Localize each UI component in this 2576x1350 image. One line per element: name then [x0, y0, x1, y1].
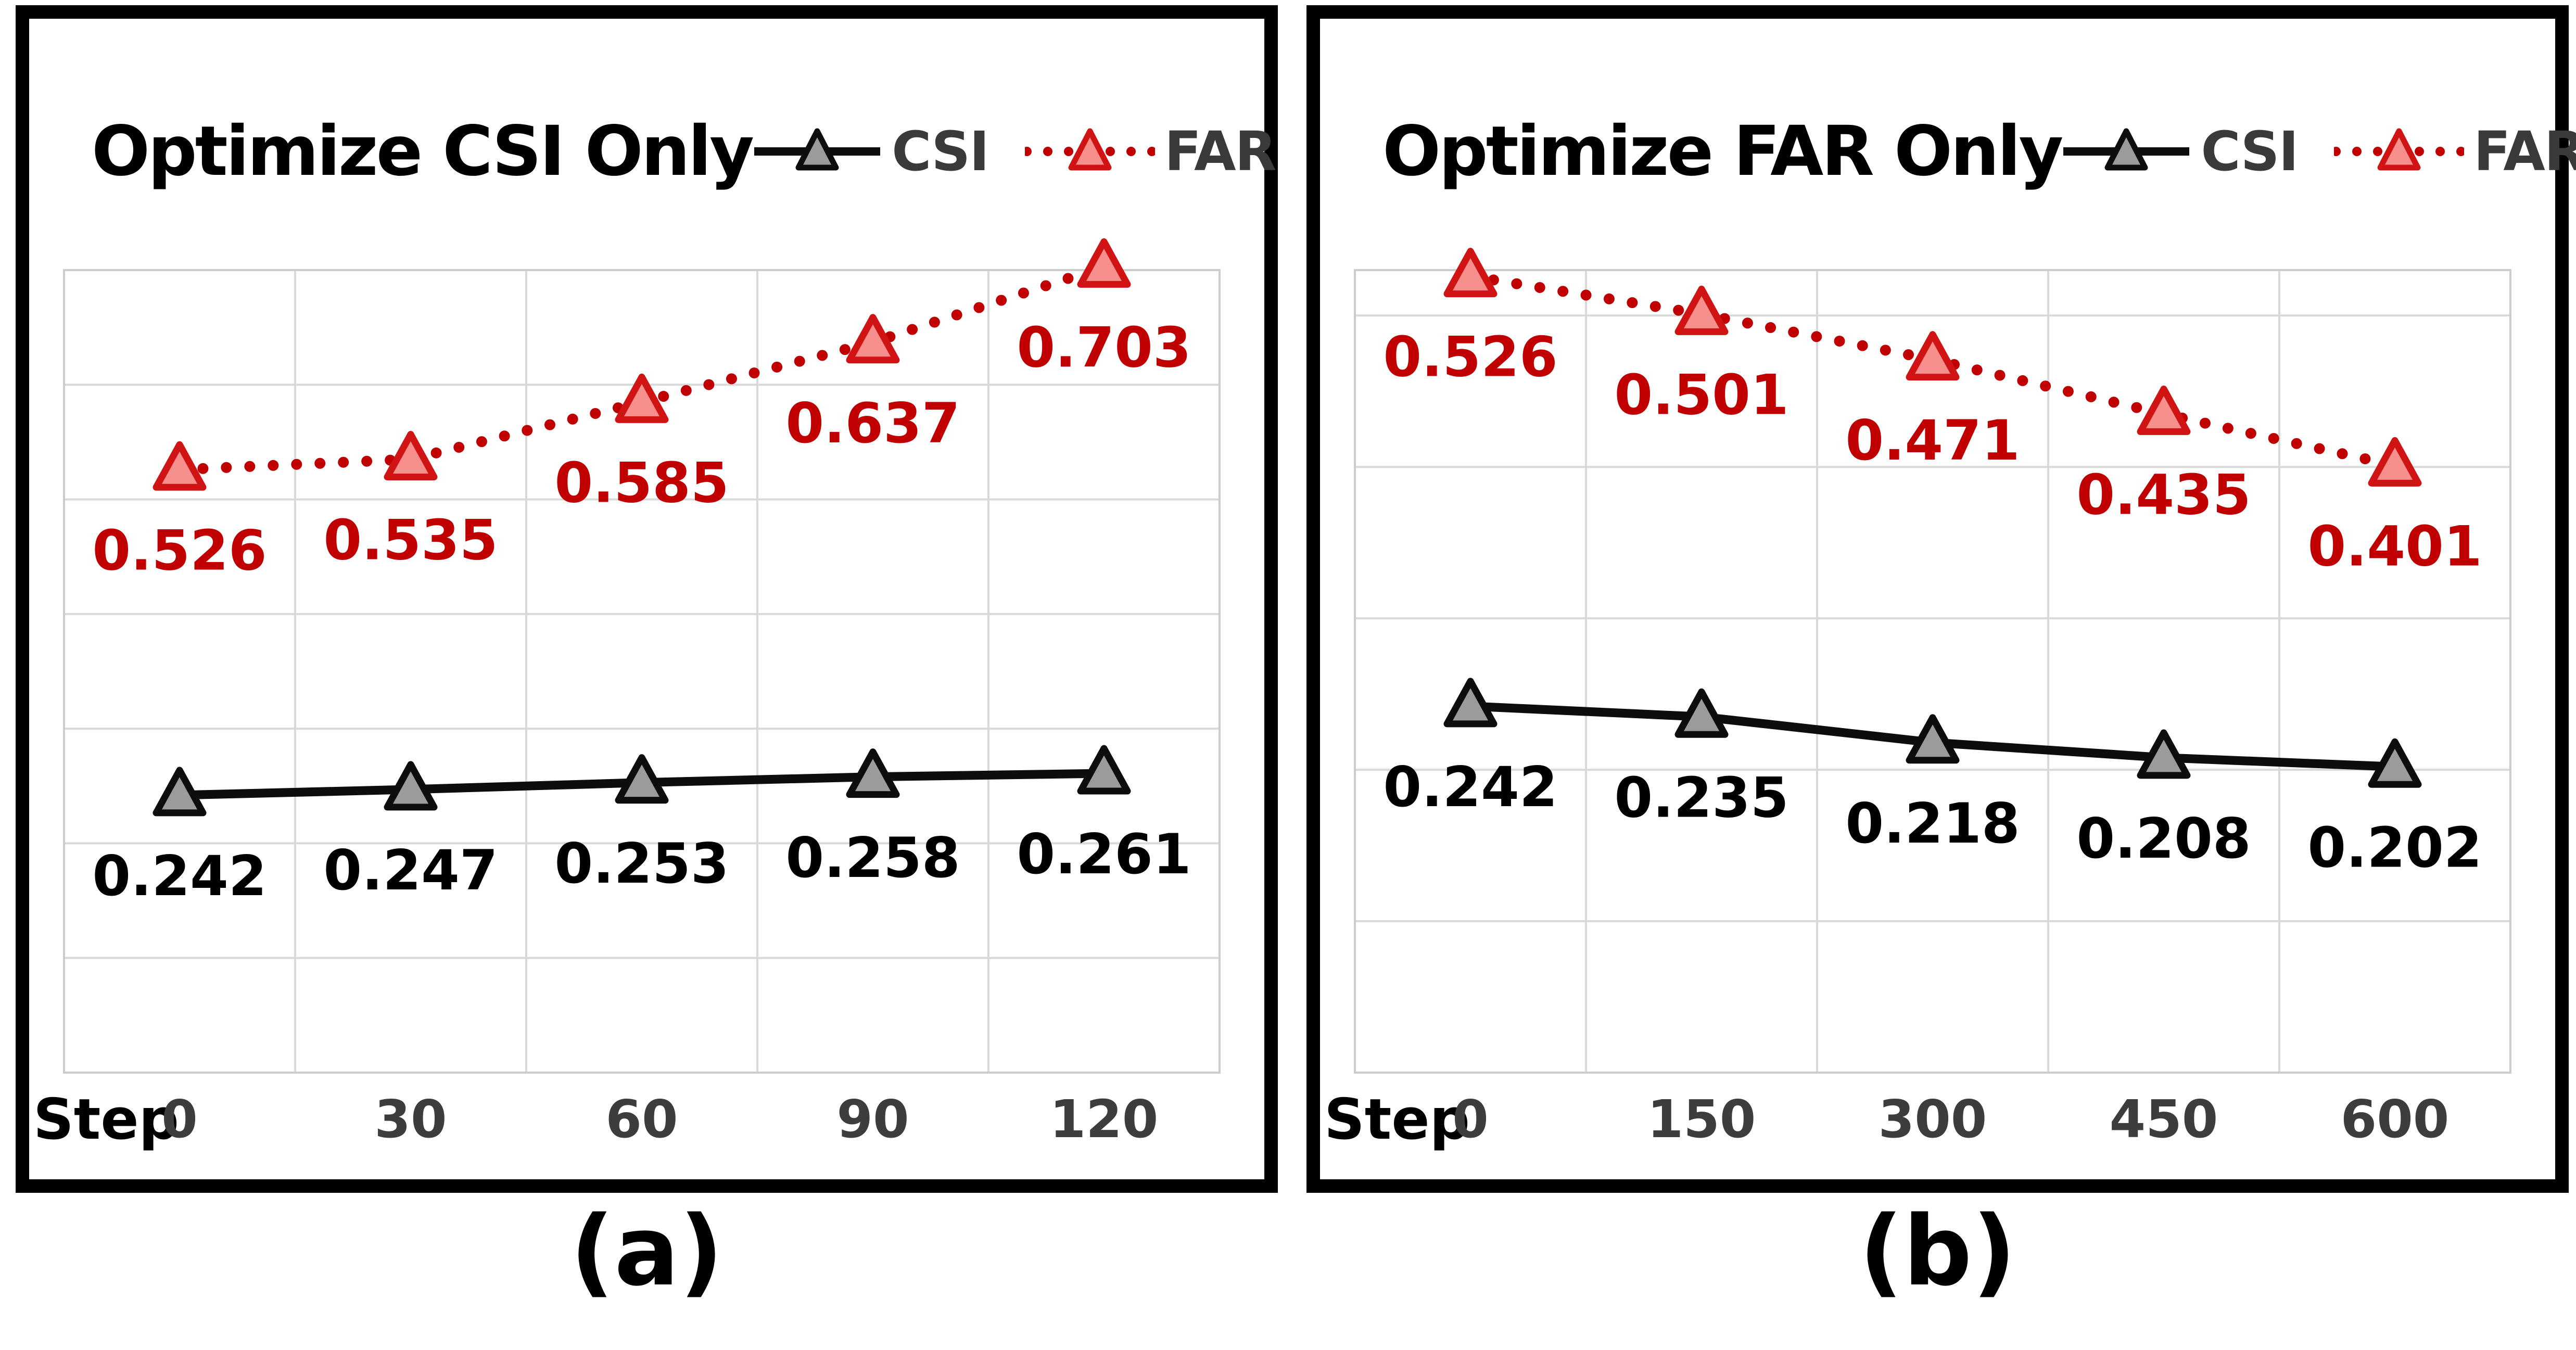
plot-area-optimize-csi: 0.242 0.247 0.253 0.258 0.261 0.526 0.535 0.585… [33, 238, 1221, 1152]
legend-item-far: FAR [1024, 120, 1277, 183]
far-marker [1906, 331, 1960, 381]
x-tick-label: 0 [161, 1089, 198, 1150]
chart-title: Optimize CSI Only [92, 111, 754, 192]
csi-marker [1674, 688, 1729, 738]
legend: CSI FAR [752, 120, 1277, 183]
far-value-label: 0.585 [554, 451, 729, 515]
csi-value-label: 0.242 [1383, 755, 1557, 819]
x-axis-step-label: Step [1324, 1087, 1470, 1152]
x-tick-label: 120 [1050, 1089, 1159, 1150]
far-marker [384, 430, 438, 480]
csi-marker [2137, 729, 2191, 779]
csi-marker [846, 748, 900, 798]
legend-marker [1068, 128, 1112, 171]
far-value-label: 0.637 [785, 391, 960, 455]
x-tick-label: 600 [2341, 1089, 2450, 1150]
panel-header: Optimize FAR Only CSI FAR [1320, 19, 2576, 248]
csi-marker [384, 761, 438, 811]
plot-border [1354, 269, 2511, 1074]
legend-label-csi: CSI [892, 120, 989, 183]
legend-label-far: FAR [2473, 120, 2576, 183]
x-tick-label: 60 [605, 1089, 678, 1150]
csi-marker [615, 754, 669, 804]
far-marker [1077, 238, 1131, 288]
legend-label-csi: CSI [2201, 120, 2299, 183]
csi-value-label: 0.242 [92, 844, 267, 908]
far-line-marker-icon [2334, 128, 2465, 171]
csi-line-marker-icon [754, 128, 881, 171]
csi-marker [153, 767, 207, 817]
csi-line-marker-icon [2063, 128, 2190, 171]
legend-label-far: FAR [1164, 120, 1277, 183]
csi-value-label: 0.218 [1845, 792, 2020, 856]
csi-value-label: 0.208 [2076, 807, 2251, 871]
csi-value-label: 0.258 [785, 826, 960, 890]
far-value-label: 0.526 [1383, 325, 1557, 389]
far-marker [2137, 385, 2191, 435]
plot-area-optimize-far: 0.242 0.235 0.218 0.208 0.202 0.526 0.501 0.471… [1324, 248, 2511, 1152]
legend-item-csi: CSI [2061, 120, 2299, 183]
panel-optimize-far: Optimize FAR Only CSI FAR 0.242 0.235 0.21… [1306, 5, 2576, 1193]
csi-value-label: 0.261 [1017, 822, 1191, 886]
csi-marker [2368, 738, 2422, 788]
csi-value-label: 0.235 [1614, 766, 1788, 830]
legend-marker [2104, 128, 2148, 171]
far-value-label: 0.471 [1845, 409, 2020, 473]
legend-item-far: FAR [2334, 120, 2576, 183]
x-tick-label: 450 [2110, 1089, 2218, 1150]
x-axis-step-label: Step [33, 1087, 179, 1152]
far-marker [153, 441, 207, 491]
x-tick-label: 150 [1647, 1089, 1756, 1150]
csi-value-label: 0.253 [554, 832, 729, 896]
legend: CSI FAR [2061, 120, 2576, 183]
far-value-label: 0.501 [1614, 363, 1788, 427]
far-value-label: 0.401 [2307, 514, 2482, 578]
far-marker [1674, 285, 1729, 335]
csi-value-label: 0.202 [2307, 816, 2482, 880]
legend-item-csi: CSI [752, 120, 989, 183]
csi-value-label: 0.247 [323, 838, 498, 902]
x-tick-label: 0 [1452, 1089, 1489, 1150]
far-value-label: 0.435 [2076, 463, 2251, 527]
far-value-label: 0.703 [1017, 315, 1191, 379]
x-tick-label: 90 [836, 1089, 909, 1150]
x-tick-label: 300 [1879, 1089, 1987, 1150]
far-line-marker-icon [1024, 128, 1155, 171]
chart-title: Optimize FAR Only [1382, 111, 2063, 192]
x-tick-label: 30 [374, 1089, 447, 1150]
far-marker [846, 314, 900, 364]
csi-marker [1077, 745, 1131, 795]
far-value-label: 0.535 [323, 508, 498, 572]
csi-marker [1443, 678, 1498, 728]
caption-a: (a) [570, 1195, 724, 1307]
far-marker [2368, 437, 2422, 487]
far-value-label: 0.526 [92, 518, 267, 582]
figure-captions: (a) (b) [0, 1195, 2576, 1346]
far-marker [615, 373, 669, 423]
far-marker [1443, 248, 1498, 298]
panel-header: Optimize CSI Only CSI FAR [29, 19, 1277, 248]
panel-optimize-csi: Optimize CSI Only CSI FAR 0.242 0.247 0.25… [16, 5, 1278, 1193]
legend-marker [795, 128, 839, 171]
far-series-line [174, 261, 1110, 475]
caption-b: (b) [1859, 1195, 2016, 1307]
legend-marker [2377, 128, 2421, 171]
plot-border [63, 269, 1221, 1074]
csi-marker [1906, 714, 1960, 764]
